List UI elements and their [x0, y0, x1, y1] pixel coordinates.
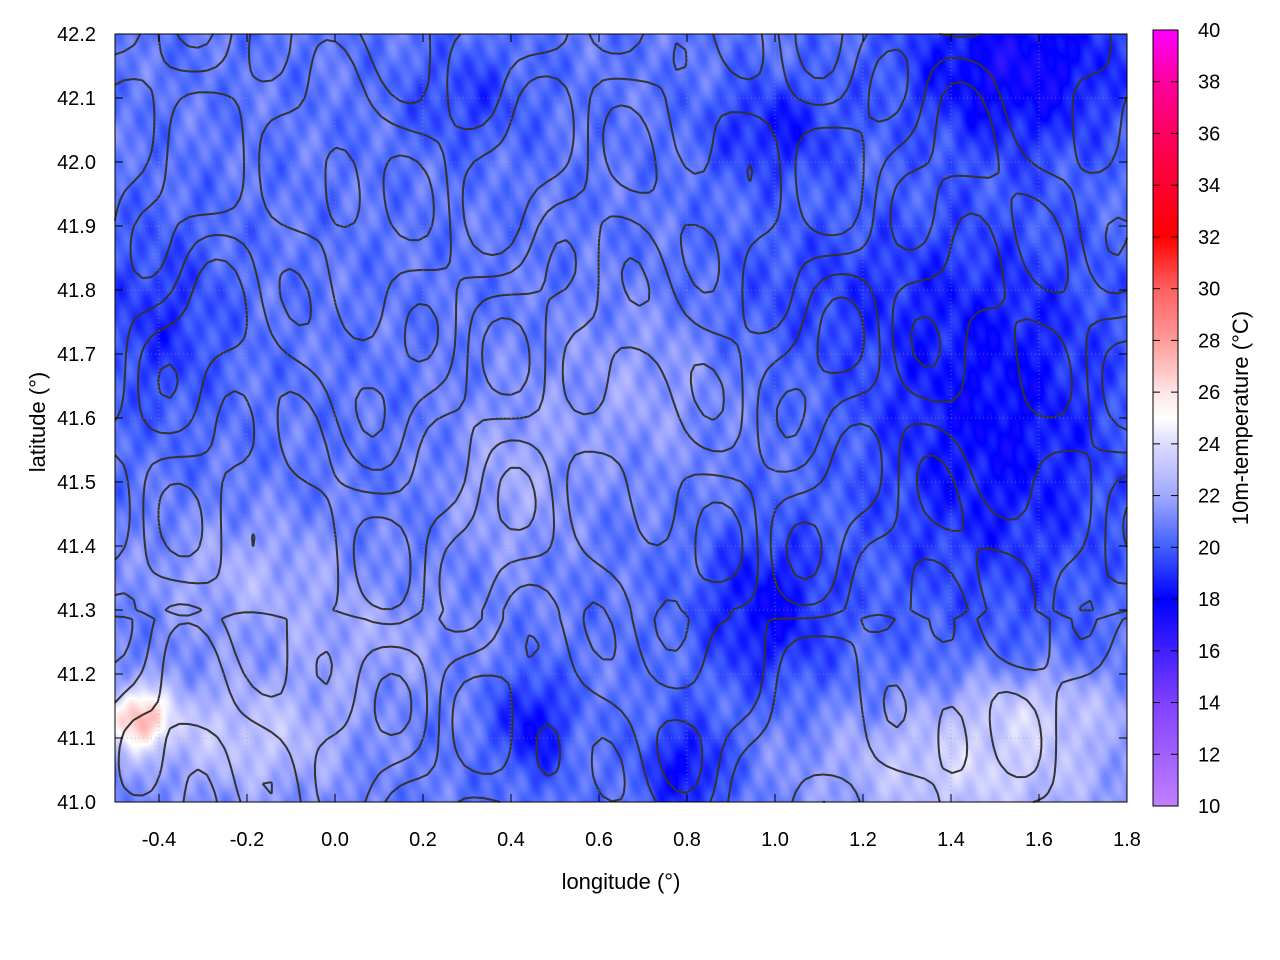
colorbar-tick-label: 30	[1198, 279, 1220, 301]
x-ticks: -0.4 -0.2 0.0 0.2 0.4 0.6 0.8 1.0 1.2 1.4 1.6 1.8	[142, 34, 1141, 851]
colorbar-tick-label: 34	[1198, 175, 1220, 197]
colorbar-tick-label: 16	[1198, 641, 1220, 663]
x-tick-label: 1.4	[937, 829, 965, 851]
y-tick-label: 41.0	[57, 792, 96, 814]
x-tick-label: 1.6	[1025, 829, 1053, 851]
y-axis-label: latitude (°)	[25, 372, 50, 473]
x-tick-label: 0.0	[321, 829, 349, 851]
colorbar-tick-label: 36	[1198, 123, 1220, 145]
colorbar-tick-label: 14	[1198, 693, 1220, 715]
x-tick-label: -0.4	[142, 829, 176, 851]
x-tick-label: 0.8	[673, 829, 701, 851]
x-tick-label: 0.6	[585, 829, 613, 851]
y-tick-label: 42.1	[57, 88, 96, 110]
colorbar-label: 10m-temperature (°C)	[1228, 311, 1253, 525]
colorbar-tick-label: 24	[1198, 434, 1220, 456]
colorbar-tick-label: 26	[1198, 382, 1220, 404]
colorbar-tick-label: 28	[1198, 330, 1220, 352]
x-tick-label: 1.0	[761, 829, 789, 851]
y-tick-label: 41.2	[57, 664, 96, 686]
contour-line	[157, 296, 1128, 803]
colorbar-tick-label: 32	[1198, 227, 1220, 249]
colorbar-tick-label: 22	[1198, 486, 1220, 508]
y-tick-label: 41.7	[57, 344, 96, 366]
contour-line	[114, 33, 1128, 803]
colorbar	[1152, 29, 1179, 807]
y-tick-label: 41.5	[57, 472, 96, 494]
colorbar-tick-label: 38	[1198, 72, 1220, 94]
colorbar-tick-label: 10	[1198, 796, 1220, 818]
x-tick-label: 1.2	[849, 829, 877, 851]
x-tick-label: -0.2	[230, 829, 264, 851]
x-tick-label: 1.8	[1113, 829, 1141, 851]
x-tick-label: 0.2	[409, 829, 437, 851]
contour-line	[114, 33, 1128, 737]
grid-lines	[115, 33, 1128, 803]
y-tick-label: 41.3	[57, 600, 96, 622]
colorbar-ticks: 10 12 14 16 18 20 22 24 26 28 30 32 34 36 38 40	[1153, 20, 1220, 818]
colorbar-tick-label: 40	[1198, 20, 1220, 42]
colorbar-tick-label: 20	[1198, 537, 1220, 559]
colorbar-tick-label: 12	[1198, 744, 1220, 766]
y-tick-label: 42.2	[57, 24, 96, 46]
contour-lines	[114, 33, 1128, 803]
y-tick-label: 41.6	[57, 408, 96, 430]
y-tick-label: 41.9	[57, 216, 96, 238]
y-tick-label: 41.4	[57, 536, 96, 558]
colorbar-tick-label: 18	[1198, 589, 1220, 611]
x-tick-label: 0.4	[497, 829, 525, 851]
y-tick-label: 41.8	[57, 280, 96, 302]
y-tick-label: 41.1	[57, 728, 96, 750]
x-axis-label: longitude (°)	[562, 869, 681, 894]
y-tick-label: 42.0	[57, 152, 96, 174]
y-ticks: 41.0 41.1 41.2 41.3 41.4 41.5 41.6 41.7 41.8 41.9…	[57, 24, 1127, 814]
